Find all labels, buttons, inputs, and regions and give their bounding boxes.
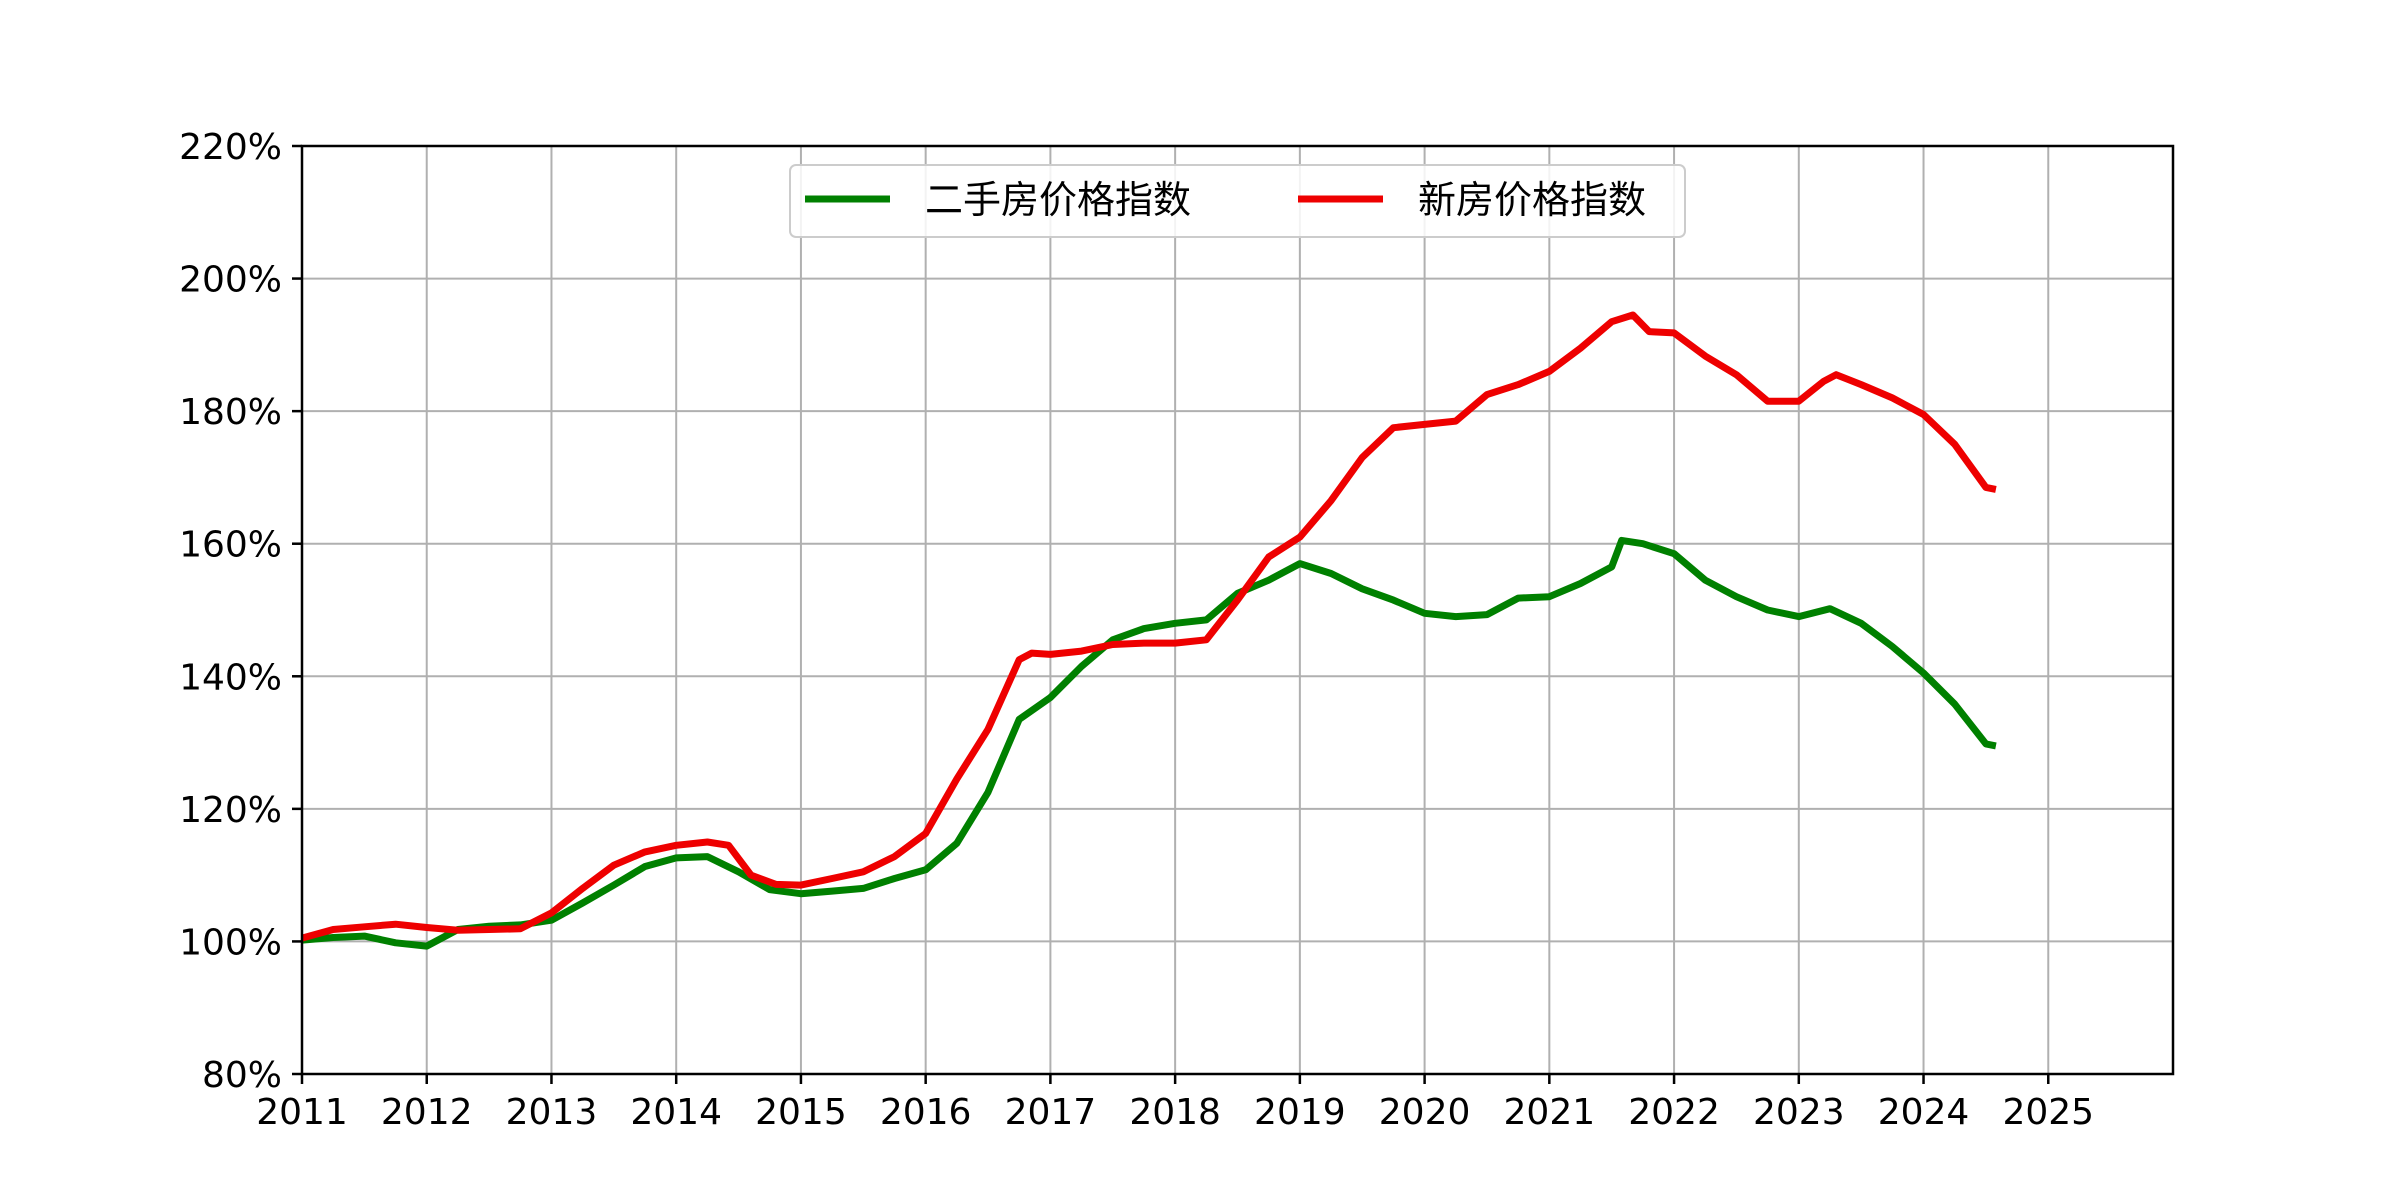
x-tick-label: 2025 bbox=[2002, 1092, 2094, 1133]
series-line-secondhand bbox=[301, 536, 1997, 950]
y-tick-label: 200% bbox=[179, 260, 282, 301]
x-tick-label: 2024 bbox=[1878, 1092, 1970, 1133]
plot-area-frame bbox=[300, 144, 2175, 1076]
x-tick-label: 2023 bbox=[1753, 1092, 1845, 1133]
y-tick-label: 220% bbox=[179, 127, 282, 168]
x-tick-label: 2016 bbox=[880, 1092, 972, 1133]
x-tick-label: 2011 bbox=[256, 1092, 348, 1133]
y-tick-label: 180% bbox=[179, 392, 282, 433]
legend-label-secondhand: 二手房价格指数 bbox=[925, 178, 1191, 222]
legend-label-new-home: 新房价格指数 bbox=[1418, 178, 1646, 222]
legend-box bbox=[789, 164, 1686, 238]
x-tick-label: 2020 bbox=[1379, 1092, 1471, 1133]
x-axis: 2011 2012 2013 2014 2015 2016 2017 2018 2019 2020… bbox=[256, 1074, 2094, 1133]
y-axis: 80% 100% 120% 140% 160% 180% 200% 220% bbox=[179, 127, 302, 1096]
x-tick-label: 2018 bbox=[1129, 1092, 1221, 1133]
x-tick-label: 2015 bbox=[755, 1092, 847, 1133]
x-tick-label: 2014 bbox=[630, 1092, 722, 1133]
y-tick-label: 80% bbox=[202, 1055, 282, 1096]
series-lines bbox=[301, 311, 1997, 950]
horizontal-grid-lines bbox=[302, 277, 2173, 943]
y-tick-label: 100% bbox=[179, 922, 282, 963]
x-tick-label: 2012 bbox=[381, 1092, 473, 1133]
x-tick-label: 2017 bbox=[1005, 1092, 1097, 1133]
y-tick-label: 140% bbox=[179, 657, 282, 698]
x-tick-label: 2013 bbox=[506, 1092, 598, 1133]
x-tick-label: 2021 bbox=[1504, 1092, 1596, 1133]
vertical-grid-lines bbox=[301, 146, 2050, 1074]
x-tick-label: 2019 bbox=[1254, 1092, 1346, 1133]
y-tick-label: 120% bbox=[179, 790, 282, 831]
y-tick-label: 160% bbox=[179, 525, 282, 566]
legend: 二手房价格指数 新房价格指数 bbox=[789, 164, 1686, 238]
series-line-new-home bbox=[301, 311, 1997, 942]
x-tick-label: 2022 bbox=[1628, 1092, 1720, 1133]
